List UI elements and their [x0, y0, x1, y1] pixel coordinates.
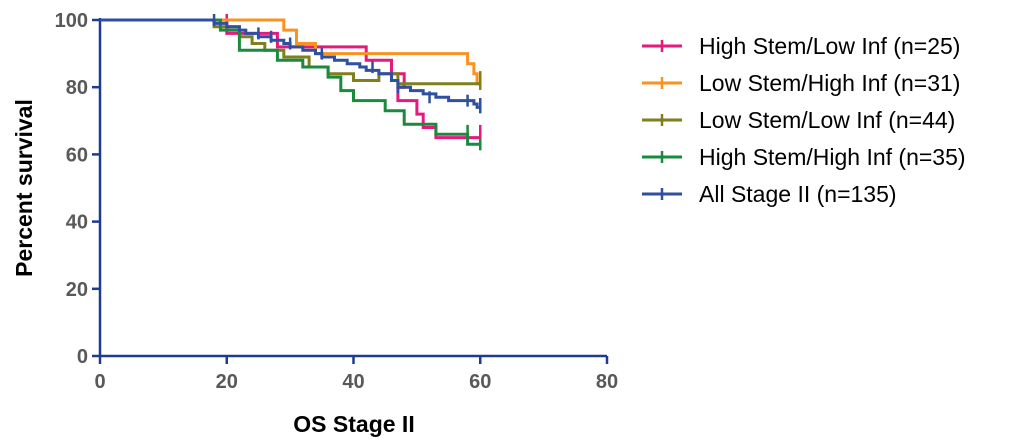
y-tick-label: 20 [66, 279, 88, 301]
series-4 [100, 18, 482, 151]
x-axis-title: OS Stage II [293, 411, 414, 437]
series-2 [100, 18, 482, 90]
survival-line [100, 18, 481, 86]
y-axis-title: Percent survival [11, 99, 37, 277]
y-tick-label: 0 [77, 346, 88, 368]
x-tick-label: 20 [216, 371, 238, 393]
x-tick-label: 40 [342, 371, 364, 393]
legend-label: High Stem/High Inf (n=35) [699, 144, 966, 170]
tick-labels: 0 20 40 60 80 100 0 20 40 60 80 [55, 10, 619, 393]
legend: High Stem/Low Inf (n=25) Low Stem/High In… [642, 33, 966, 207]
legend-item: Low Stem/High Inf (n=31) [642, 70, 960, 96]
legend-label: All Stage II (n=135) [699, 181, 897, 207]
series-layer [100, 14, 482, 151]
x-tick-label: 60 [469, 371, 491, 393]
legend-label: Low Stem/High Inf (n=31) [699, 70, 960, 96]
y-tick-label: 80 [66, 77, 88, 99]
y-tick-label: 100 [55, 10, 88, 32]
survival-line [100, 18, 481, 146]
x-tick-label: 80 [596, 371, 618, 393]
y-tick-label: 40 [66, 212, 88, 234]
legend-item: Low Stem/Low Inf (n=44) [642, 107, 955, 133]
x-tick-label: 0 [94, 371, 105, 393]
y-tick-label: 60 [66, 144, 88, 166]
axes [92, 18, 609, 364]
series-5 [100, 14, 482, 114]
legend-item: High Stem/High Inf (n=35) [642, 144, 966, 170]
legend-item: All Stage II (n=135) [642, 181, 897, 207]
legend-label: Low Stem/Low Inf (n=44) [699, 107, 955, 133]
legend-item: High Stem/Low Inf (n=25) [642, 33, 960, 59]
survival-line [100, 18, 481, 109]
legend-label: High Stem/Low Inf (n=25) [699, 33, 960, 59]
